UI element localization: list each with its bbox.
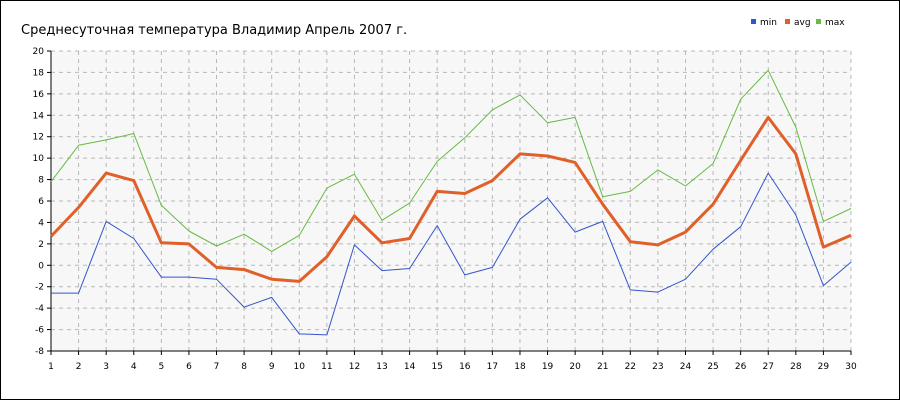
x-tick-label: 3 xyxy=(103,362,109,372)
x-tick-label: 7 xyxy=(214,362,220,372)
x-tick-label: 9 xyxy=(269,362,275,372)
y-tick-label: 6 xyxy=(38,197,44,207)
legend-swatch-min xyxy=(751,19,756,24)
y-tick-label: 18 xyxy=(33,68,45,78)
legend-swatch-max xyxy=(816,19,821,24)
legend-label-avg: avg xyxy=(794,18,811,28)
x-tick-label: 4 xyxy=(131,362,137,372)
x-tick-label: 5 xyxy=(158,362,164,372)
legend: min avg max xyxy=(751,18,845,28)
legend-swatch-avg xyxy=(785,19,790,24)
x-tick-label: 21 xyxy=(597,362,608,372)
x-tick-label: 17 xyxy=(487,362,498,372)
x-tick-label: 15 xyxy=(431,362,442,372)
x-tick-label: 26 xyxy=(735,362,747,372)
x-tick-label: 18 xyxy=(514,362,526,372)
y-tick-label: 2 xyxy=(38,240,44,250)
x-tick-label: 29 xyxy=(818,362,830,372)
y-tick-label: 14 xyxy=(33,111,45,121)
x-tick-label: 1 xyxy=(48,362,54,372)
x-tick-label: 10 xyxy=(294,362,306,372)
y-tick-label: -8 xyxy=(35,347,44,357)
y-tick-label: -4 xyxy=(35,304,44,314)
y-tick-label: -6 xyxy=(35,326,44,336)
x-tick-label: 22 xyxy=(625,362,636,372)
x-tick-label: 14 xyxy=(404,362,416,372)
x-tick-label: 11 xyxy=(321,362,332,372)
x-tick-label: 20 xyxy=(569,362,581,372)
x-tick-label: 27 xyxy=(763,362,774,372)
x-tick-label: 28 xyxy=(790,362,802,372)
series-line-max xyxy=(50,69,852,252)
y-tick-label: 4 xyxy=(38,218,44,228)
x-tick-label: 19 xyxy=(542,362,554,372)
x-tick-label: 6 xyxy=(186,362,192,372)
y-tick-label: -2 xyxy=(35,283,44,293)
x-tick-label: 25 xyxy=(707,362,718,372)
legend-label-max: max xyxy=(825,18,845,28)
series-line-min xyxy=(51,172,852,336)
y-tick-label: 12 xyxy=(33,133,44,143)
x-tick-label: 23 xyxy=(652,362,663,372)
legend-label-min: min xyxy=(760,18,777,28)
x-tick-label: 8 xyxy=(241,362,247,372)
series-line-avg xyxy=(49,115,852,283)
x-tick-label: 24 xyxy=(680,362,692,372)
y-tick-label: 8 xyxy=(38,176,44,186)
x-tick-label: 30 xyxy=(845,362,857,372)
x-tick-label: 12 xyxy=(349,362,360,372)
x-tick-label: 16 xyxy=(459,362,471,372)
y-tick-label: 16 xyxy=(33,90,45,100)
chart-title: Среднесуточная температура Владимир Апре… xyxy=(21,23,407,38)
x-tick-label: 2 xyxy=(76,362,82,372)
y-tick-label: 0 xyxy=(38,261,44,271)
y-tick-label: 20 xyxy=(33,47,45,57)
y-tick-label: 10 xyxy=(33,154,45,164)
x-tick-label: 13 xyxy=(376,362,387,372)
